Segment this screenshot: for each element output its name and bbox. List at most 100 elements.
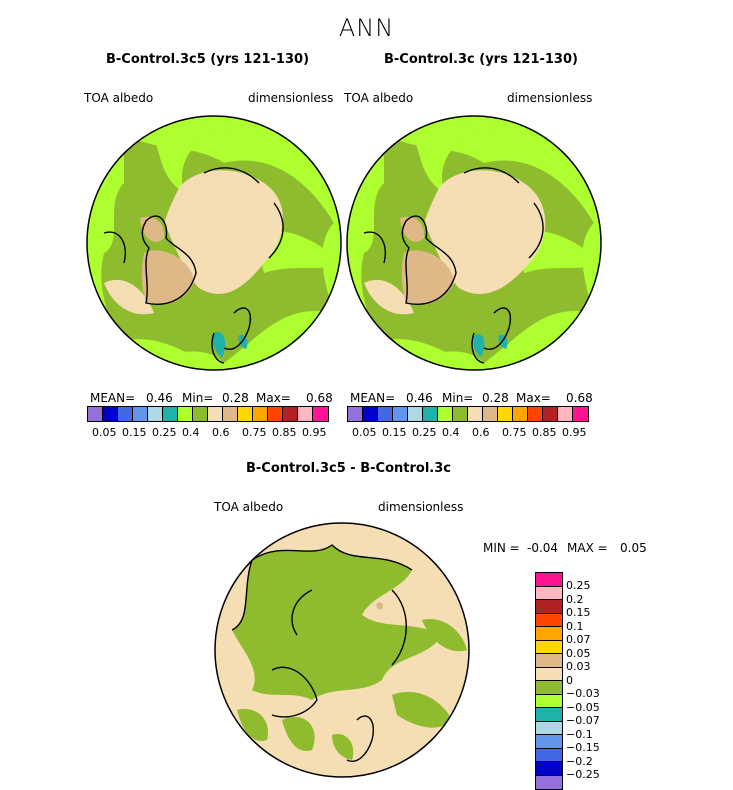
colorbar-tick-label: 0.25 — [152, 426, 177, 439]
colorbar-swatch — [253, 407, 268, 421]
colorbar-swatch — [88, 407, 103, 421]
panel2-min-label: Min= — [442, 391, 474, 405]
colorbar-tick-label: 0.4 — [182, 426, 200, 439]
colorbar-swatch — [536, 654, 562, 668]
colorbar-swatch — [543, 407, 558, 421]
colorbar-swatch — [193, 407, 208, 421]
colorbar-swatch — [208, 407, 223, 421]
colorbar-swatch — [468, 407, 483, 421]
panel1-mean-label: MEAN= — [90, 391, 136, 405]
polar-map-difference — [214, 522, 470, 778]
panel3-max-value: 0.05 — [620, 541, 647, 555]
colorbar-swatch — [558, 407, 573, 421]
colorbar-swatch — [283, 407, 298, 421]
colorbar-tick-label: 0.07 — [566, 633, 591, 646]
colorbar-swatch — [438, 407, 453, 421]
colorbar-tick-label: 0.1 — [566, 619, 584, 633]
panel1-title: B-Control.3c5 (yrs 121-130) — [106, 52, 310, 67]
panel3-units: dimensionless — [378, 500, 464, 514]
colorbar-swatch — [573, 407, 588, 421]
colorbar-swatch — [453, 407, 468, 421]
colorbar-tick-label: −0.25 — [566, 768, 600, 781]
panel2-title: B-Control.3c (yrs 121-130) — [384, 52, 578, 67]
colorbar-swatch — [536, 586, 562, 600]
colorbar-tick-label: −0.03 — [566, 687, 600, 700]
colorbar-swatch — [393, 407, 408, 421]
colorbar-tick-label: 0.25 — [412, 426, 437, 439]
panel2-variable: TOA albedo — [344, 91, 414, 105]
colorbar-tick-label: 0 — [566, 673, 573, 687]
panel1-mean-value: 0.46 — [146, 391, 173, 405]
colorbar-tick-label: 0.75 — [242, 426, 267, 439]
panel3-min-value: -0.04 — [527, 541, 559, 555]
colorbar-swatch — [536, 721, 562, 735]
colorbar-tick-label: −0.2 — [566, 754, 593, 768]
colorbar-swatch — [536, 708, 562, 722]
colorbar-swatch — [536, 613, 562, 627]
colorbar-tick-label: 0.2 — [566, 592, 584, 606]
panel1-max-label: Max= — [256, 391, 291, 405]
colorbar-difference — [535, 572, 563, 790]
colorbar-tick-label: 0.15 — [122, 426, 147, 439]
panel2-max-value: 0.68 — [566, 391, 593, 405]
colorbar-tick-label: −0.15 — [566, 741, 600, 754]
colorbar-tick-label: −0.1 — [566, 727, 593, 741]
colorbar-swatch — [513, 407, 528, 421]
panel2-mean-value: 0.46 — [406, 391, 433, 405]
colorbar-tick-label: −0.07 — [566, 714, 600, 727]
colorbar-swatch — [178, 407, 193, 421]
colorbar-swatch — [363, 407, 378, 421]
colorbar-swatch — [118, 407, 133, 421]
colorbar-tick-label: 0.05 — [566, 646, 591, 660]
panel2-mean-label: MEAN= — [350, 391, 396, 405]
colorbar-swatch — [536, 681, 562, 695]
colorbar-swatch — [536, 775, 562, 789]
colorbar-panel1 — [87, 406, 329, 422]
colorbar-tick-label: 0.05 — [92, 426, 117, 439]
panel3-max-label: MAX = — [567, 541, 608, 555]
colorbar-swatch — [223, 407, 238, 421]
colorbar-swatch — [103, 407, 118, 421]
colorbar-tick-label: 0.75 — [502, 426, 527, 439]
colorbar-panel2 — [347, 406, 589, 422]
colorbar-swatch — [423, 407, 438, 421]
panel1-min-value: 0.28 — [222, 391, 249, 405]
panel3-variable: TOA albedo — [214, 500, 284, 514]
colorbar-swatch — [536, 573, 562, 587]
panel1-max-value: 0.68 — [306, 391, 333, 405]
colorbar-tick-label: 0.85 — [272, 426, 297, 439]
colorbar-swatch — [536, 627, 562, 641]
colorbar-tick-label: 0.05 — [352, 426, 377, 439]
colorbar-swatch — [163, 407, 178, 421]
colorbar-swatch — [238, 407, 253, 421]
colorbar-tick-label: 0.4 — [442, 426, 460, 439]
colorbar-swatch — [536, 640, 562, 654]
polar-map-control-3c5 — [86, 115, 342, 371]
colorbar-tick-label: 0.15 — [566, 606, 591, 619]
panel1-min-label: Min= — [182, 391, 214, 405]
panel2-units: dimensionless — [507, 91, 593, 105]
figure-title: ANN — [338, 14, 395, 42]
panel3-min-label: MIN = — [483, 541, 520, 555]
colorbar-swatch — [148, 407, 163, 421]
colorbar-swatch — [408, 407, 423, 421]
polar-map-control-3c — [346, 115, 602, 371]
colorbar-swatch — [313, 407, 328, 421]
colorbar-swatch — [536, 600, 562, 614]
colorbar-swatch — [298, 407, 313, 421]
colorbar-swatch — [378, 407, 393, 421]
colorbar-tick-label: 0.6 — [212, 426, 230, 439]
colorbar-tick-label: 0.95 — [562, 426, 587, 439]
colorbar-swatch — [536, 762, 562, 776]
colorbar-swatch — [498, 407, 513, 421]
colorbar-tick-label: 0.25 — [566, 579, 591, 592]
colorbar-swatch — [268, 407, 283, 421]
panel3-title: B-Control.3c5 - B-Control.3c — [246, 461, 451, 476]
panel2-max-label: Max= — [516, 391, 551, 405]
colorbar-swatch — [483, 407, 498, 421]
colorbar-tick-label: −0.05 — [566, 700, 600, 714]
colorbar-swatch — [536, 735, 562, 749]
panel1-variable: TOA albedo — [84, 91, 154, 105]
colorbar-tick-label: 0.85 — [532, 426, 557, 439]
colorbar-tick-label: 0.6 — [472, 426, 490, 439]
